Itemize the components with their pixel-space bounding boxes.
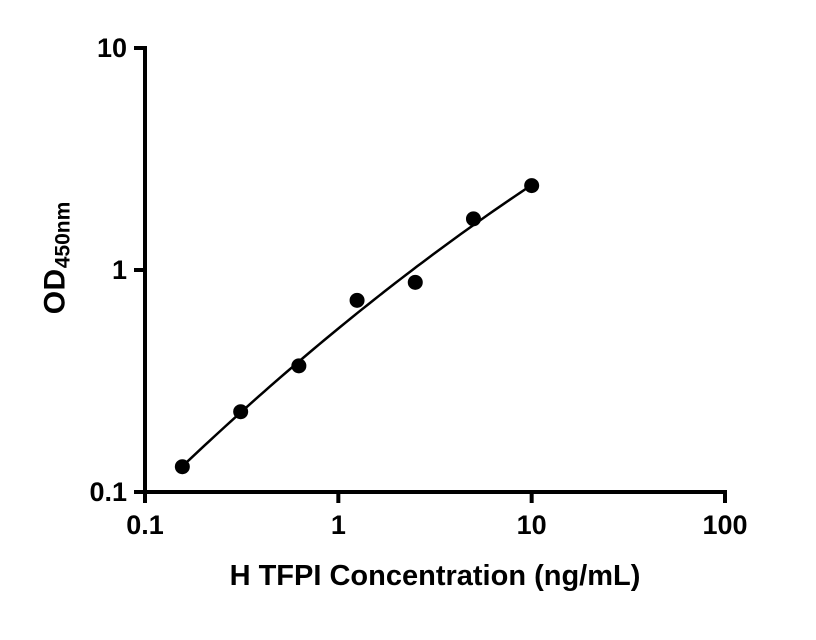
y-tick-label: 10 [97, 33, 127, 63]
y-axis-title-sub: 450nm [51, 201, 75, 269]
data-point [349, 292, 365, 308]
x-tick-label: 1 [331, 510, 346, 540]
data-point [465, 211, 481, 227]
y-axis-title-main: OD [38, 268, 72, 315]
x-tick-label: 100 [702, 510, 747, 540]
y-axis-title: OD450nm [39, 202, 76, 315]
y-tick-label: 0.1 [89, 477, 127, 507]
x-tick-label: 0.1 [126, 510, 164, 540]
data-point [233, 404, 249, 420]
x-axis-title: H TFPI Concentration (ng/mL) [229, 560, 641, 592]
y-tick-label: 1 [112, 255, 127, 285]
axis-spines [143, 46, 727, 494]
data-point [524, 178, 540, 194]
data-point [291, 358, 307, 374]
data-point [407, 274, 423, 290]
data-point [174, 459, 190, 475]
x-tick-label: 10 [517, 510, 547, 540]
fit-curve [181, 183, 533, 468]
